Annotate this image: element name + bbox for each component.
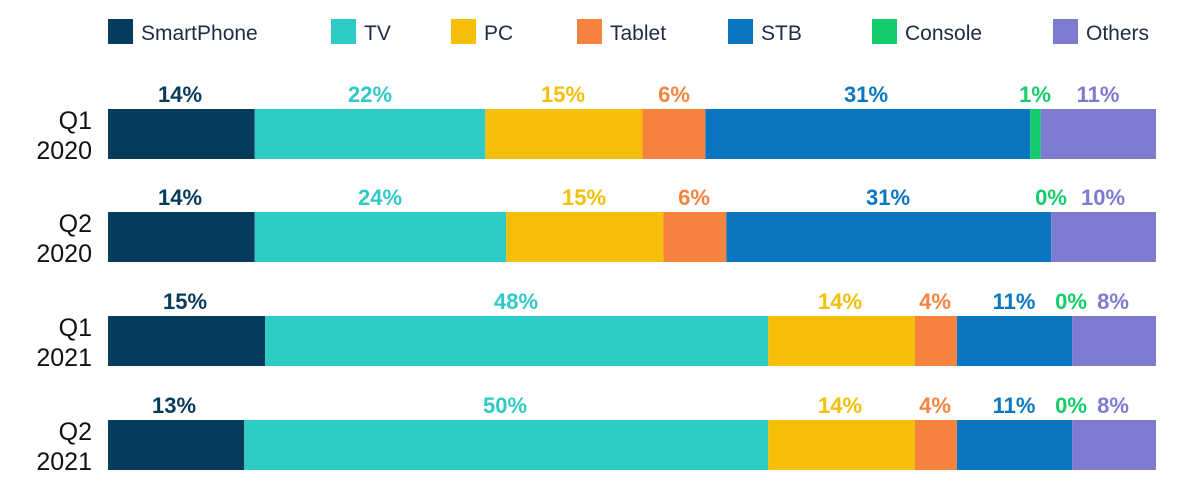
data-label-console: 0%: [1035, 185, 1067, 210]
bar-segment-others: [1040, 109, 1156, 159]
data-label-smartphone: 14%: [158, 185, 202, 210]
bar-segment-tv: [244, 420, 769, 470]
legend-swatch-smartphone: [108, 19, 133, 44]
legend-swatch-tv: [331, 19, 356, 44]
value-labels: 14% 22% 15% 6% 31% 1% 11% 14% 24% 15% 6% 31% 0% 10% 15…: [152, 82, 1129, 418]
data-label-pc: 14%: [818, 289, 862, 314]
bar-segment-tablet: [914, 420, 957, 470]
bar-segment-others: [1051, 212, 1156, 262]
bar-segment-stb: [956, 316, 1073, 366]
bar-segment-pc: [768, 420, 915, 470]
legend-label-stb: STB: [761, 22, 802, 45]
data-label-others: 8%: [1097, 393, 1129, 418]
data-label-tv: 24%: [358, 185, 402, 210]
bar-segment-console: [1030, 109, 1041, 159]
data-label-console: 0%: [1055, 393, 1087, 418]
legend-label-tv: TV: [364, 22, 391, 45]
bar-segment-stb: [705, 109, 1031, 159]
bar-segment-stb: [726, 212, 1052, 262]
legend: SmartPhone TV PC Tablet STB Console Others: [108, 19, 1149, 45]
bar-segment-tv: [265, 316, 769, 366]
legend-label-others: Others: [1086, 22, 1149, 45]
legend-label-pc: PC: [484, 22, 513, 45]
data-label-smartphone: 15%: [163, 289, 207, 314]
data-label-stb: 31%: [866, 185, 910, 210]
legend-swatch-stb: [728, 19, 753, 44]
bar-segment-smartphone: [108, 212, 255, 262]
legend-swatch-others: [1053, 19, 1078, 44]
data-label-others: 11%: [1077, 82, 1120, 107]
data-label-pc: 15%: [541, 82, 585, 107]
bar-segment-smartphone: [108, 420, 245, 470]
data-label-tv: 50%: [483, 393, 527, 418]
data-label-pc: 14%: [818, 393, 862, 418]
data-label-tablet: 6%: [678, 185, 710, 210]
data-label-others: 10%: [1081, 185, 1125, 210]
bar-segment-tv: [254, 109, 486, 159]
data-label-tv: 22%: [348, 82, 392, 107]
data-label-console: 1%: [1019, 82, 1051, 107]
data-label-smartphone: 13%: [152, 393, 196, 418]
data-label-stb: 11%: [993, 289, 1036, 314]
legend-swatch-tablet: [577, 19, 602, 44]
data-label-tablet: 4%: [919, 289, 951, 314]
bar-segment-pc: [485, 109, 643, 159]
bar-segment-pc: [768, 316, 915, 366]
bar-segment-pc: [506, 212, 664, 262]
category-label: Q1 2021: [36, 314, 92, 372]
bars: [108, 109, 1156, 470]
data-label-stb: 11%: [993, 393, 1036, 418]
legend-swatch-console: [872, 19, 897, 44]
bar-segment-tv: [254, 212, 507, 262]
bar-segment-others: [1072, 420, 1156, 470]
category-labels: Q1 2020 Q2 2020 Q1 2021 Q2 2021: [36, 107, 92, 476]
legend-label-smartphone: SmartPhone: [141, 22, 258, 45]
legend-label-tablet: Tablet: [610, 22, 666, 45]
data-label-console: 0%: [1055, 289, 1087, 314]
bar-segment-tablet: [914, 316, 957, 366]
legend-label-console: Console: [905, 22, 982, 45]
bar-segment-smartphone: [108, 109, 255, 159]
data-label-smartphone: 14%: [158, 82, 202, 107]
data-label-tv: 48%: [494, 289, 538, 314]
data-label-others: 8%: [1097, 289, 1129, 314]
category-label: Q1 2020: [36, 107, 92, 165]
data-label-pc: 15%: [562, 185, 606, 210]
bar-segment-stb: [956, 420, 1073, 470]
category-label: Q2 2020: [36, 210, 92, 268]
data-label-tablet: 6%: [658, 82, 690, 107]
bar-segment-others: [1072, 316, 1156, 366]
bar-segment-smartphone: [108, 316, 266, 366]
data-label-stb: 31%: [844, 82, 888, 107]
legend-swatch-pc: [451, 19, 476, 44]
data-label-tablet: 4%: [919, 393, 951, 418]
bar-segment-tablet: [663, 212, 727, 262]
bar-segment-tablet: [642, 109, 706, 159]
category-label: Q2 2021: [36, 418, 92, 476]
